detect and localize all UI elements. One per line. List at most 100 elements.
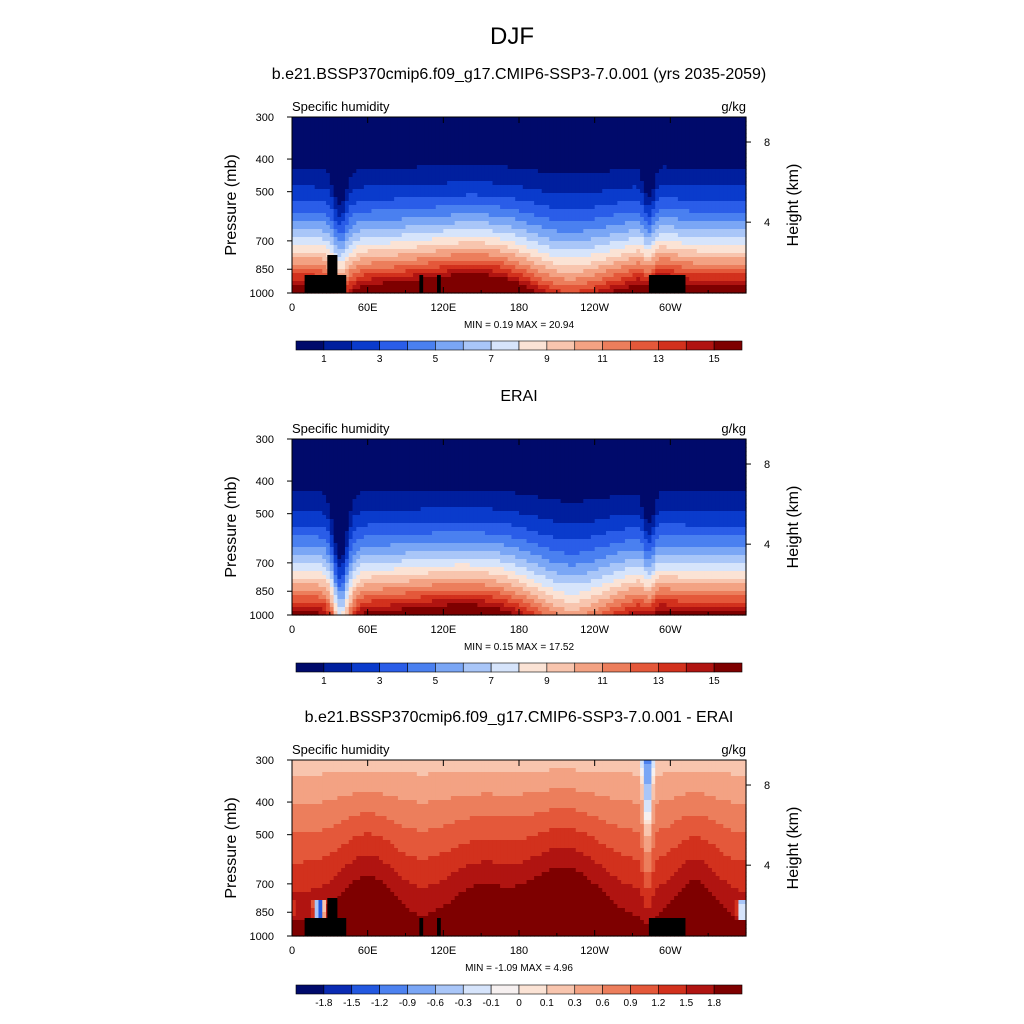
field-cell <box>307 193 312 198</box>
field-cell <box>371 125 376 130</box>
field-cell <box>560 177 565 182</box>
field-cell <box>658 249 664 254</box>
field-cell <box>590 237 596 242</box>
field-cell <box>526 117 531 122</box>
field-cell <box>469 257 475 262</box>
field-cell <box>677 153 683 158</box>
field-cell <box>356 173 361 178</box>
field-cell <box>590 225 596 230</box>
field-cell <box>322 161 327 166</box>
field-cell <box>484 185 490 190</box>
field-cell <box>621 237 626 242</box>
field-cell <box>420 149 426 154</box>
field-cell <box>360 193 365 198</box>
field-cell <box>367 209 373 214</box>
field-cell <box>738 209 743 214</box>
field-cell <box>431 173 437 178</box>
field-cell <box>382 225 388 230</box>
field-cell <box>371 197 376 202</box>
field-cell <box>522 161 528 166</box>
field-cell <box>719 169 724 174</box>
field-cell <box>677 249 683 254</box>
field-cell <box>496 201 501 206</box>
field-cell <box>727 153 732 158</box>
field-cell <box>454 225 460 230</box>
field-cell <box>609 213 615 218</box>
field-cell <box>435 189 441 194</box>
field-cell <box>715 269 721 274</box>
field-cell <box>602 185 607 190</box>
field-cell <box>632 157 637 162</box>
field-cell <box>534 133 539 138</box>
field-cell <box>447 161 452 166</box>
field-cell <box>511 133 516 138</box>
field-cell <box>545 249 550 254</box>
field-cell <box>435 249 441 254</box>
field-cell <box>405 209 410 214</box>
field-cell <box>575 217 581 222</box>
field-cell <box>416 257 422 262</box>
field-cell <box>742 129 747 134</box>
field-cell <box>458 169 463 174</box>
field-cell <box>537 281 543 286</box>
field-cell <box>519 265 524 270</box>
field-cell <box>511 209 516 214</box>
field-cell <box>624 145 630 150</box>
field-cell <box>496 281 501 286</box>
field-cell <box>556 161 562 166</box>
field-cell <box>579 249 584 254</box>
field-cell <box>628 217 634 222</box>
field-cell <box>299 253 304 258</box>
field-cell <box>662 261 668 266</box>
field-cell <box>397 121 403 126</box>
field-cell <box>352 157 357 162</box>
field-cell <box>670 205 675 210</box>
field-cell <box>613 129 618 134</box>
field-cell <box>507 257 513 262</box>
field-cell <box>515 205 520 210</box>
field-cell <box>428 157 433 162</box>
field-cell <box>397 225 403 230</box>
field-cell <box>655 133 660 138</box>
field-cell <box>587 157 592 162</box>
field-cell <box>469 253 475 258</box>
field-cell <box>708 133 713 138</box>
field-cell <box>481 277 486 282</box>
field-cell <box>371 249 376 254</box>
field-cell <box>488 169 494 174</box>
field-cell <box>730 249 736 254</box>
field-cell <box>636 253 641 258</box>
field-cell <box>443 213 448 218</box>
field-cell <box>435 237 441 242</box>
field-cell <box>454 117 460 122</box>
field-cell <box>537 129 543 134</box>
field-cell <box>693 173 698 178</box>
field-cell <box>511 217 516 222</box>
field-cell <box>530 245 535 250</box>
field-cell <box>454 241 460 246</box>
field-cell <box>443 201 448 206</box>
field-cell <box>318 205 323 210</box>
field-cell <box>541 277 547 282</box>
field-cell <box>602 249 607 254</box>
field-cell <box>685 229 690 234</box>
field-cell <box>522 277 528 282</box>
field-cell <box>386 281 391 286</box>
field-cell <box>537 125 543 130</box>
field-cell <box>352 189 357 194</box>
field-cell <box>405 241 410 246</box>
field-cell <box>367 245 373 250</box>
field-cell <box>303 209 308 214</box>
field-cell <box>473 257 478 262</box>
field-cell <box>734 181 740 186</box>
field-cell <box>715 201 721 206</box>
field-cell <box>537 265 543 270</box>
field-cell <box>375 197 380 202</box>
field-cell <box>488 257 494 262</box>
field-cell <box>704 205 709 210</box>
field-cell <box>424 281 429 286</box>
field-cell <box>632 133 637 138</box>
field-cell <box>344 145 350 150</box>
field-cell <box>500 209 505 214</box>
field-cell <box>390 261 395 266</box>
